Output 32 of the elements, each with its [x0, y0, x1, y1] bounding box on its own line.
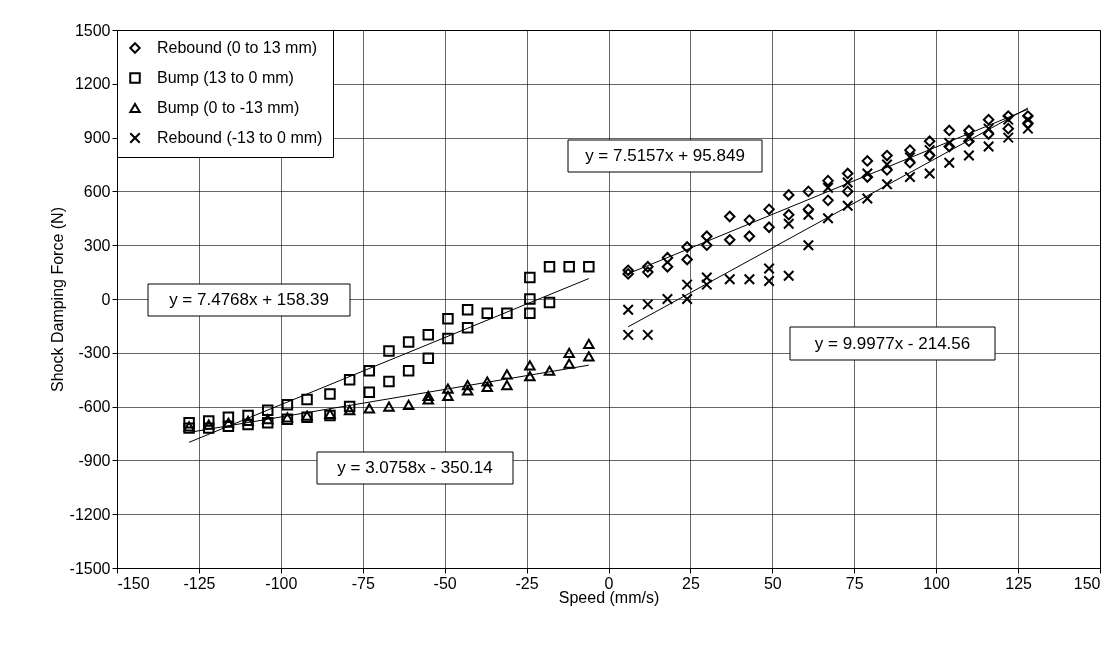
- x-tick-label: 75: [845, 574, 864, 592]
- annotation: y = 9.9977x - 214.56: [814, 333, 971, 353]
- y-tick-label: 600: [83, 182, 111, 200]
- x-tick-label: 150: [1073, 574, 1101, 592]
- annotation: y = 7.5157x + 95.849: [585, 146, 745, 165]
- legend-label: Bump (13 to 0 mm): [157, 69, 294, 86]
- y-tick-label: -600: [78, 398, 111, 416]
- legend-label: Rebound (0 to 13 mm): [157, 39, 318, 56]
- legend-label: Rebound (-13 to 0 mm): [157, 129, 323, 146]
- legend-label: Bump (0 to -13 mm): [157, 99, 300, 116]
- annotation: y = 3.0758x - 350.14: [337, 458, 493, 477]
- y-tick-label: -1500: [69, 559, 111, 577]
- y-tick-label: 1500: [74, 21, 111, 39]
- x-tick-label: -125: [183, 574, 216, 592]
- x-tick-label: -50: [433, 574, 457, 592]
- y-tick-label: 300: [83, 236, 111, 254]
- x-tick-label: 25: [682, 574, 700, 592]
- annotation: y = 7.4768x + 158.39: [169, 290, 329, 309]
- x-tick-label: -100: [265, 574, 298, 592]
- x-tick-label: -150: [117, 574, 150, 592]
- y-tick-label: 1200: [74, 75, 111, 93]
- y-tick-label: -300: [78, 344, 111, 362]
- y-tick-label: -1200: [69, 505, 111, 523]
- y-axis-title: Shock Damping Force (N): [48, 207, 66, 392]
- x-tick-label: 50: [763, 574, 782, 592]
- x-tick-label: 125: [1005, 574, 1033, 592]
- y-tick-label: 0: [101, 290, 111, 308]
- x-tick-label: -75: [351, 574, 375, 592]
- x-tick-label: 100: [923, 574, 951, 592]
- y-tick-label: -900: [78, 451, 111, 469]
- x-tick-label: -25: [515, 574, 539, 592]
- y-tick-label: 900: [83, 129, 111, 147]
